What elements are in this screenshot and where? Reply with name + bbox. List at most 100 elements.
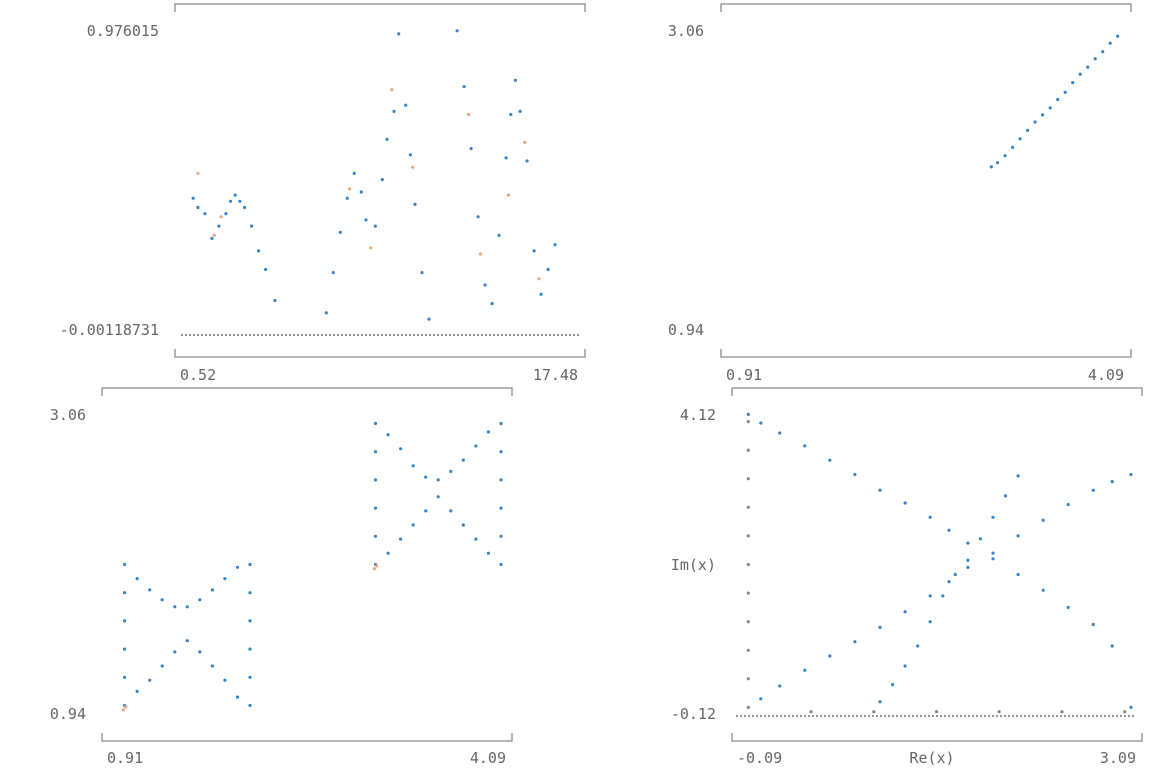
data-point <box>380 178 384 182</box>
data-point <box>345 196 349 200</box>
baseline-dot <box>276 333 280 337</box>
baseline-dot <box>883 714 887 718</box>
data-point <box>135 689 139 694</box>
baseline-dot <box>240 333 244 337</box>
data-point <box>224 212 228 216</box>
baseline-dot <box>532 333 536 337</box>
panel-1-x-tick-left: 0.52 <box>180 366 216 384</box>
baseline-dot <box>755 714 759 718</box>
data-point <box>248 647 252 651</box>
baseline-dot <box>1099 714 1103 718</box>
baseline-dot <box>544 333 548 337</box>
baseline-dot <box>404 333 408 337</box>
data-point <box>424 475 428 479</box>
baseline-dot <box>376 333 380 337</box>
data-point <box>746 505 750 509</box>
data-point <box>878 700 882 704</box>
data-point <box>928 620 932 624</box>
data-point <box>243 205 247 210</box>
baseline-dot <box>863 714 867 718</box>
baseline-dot <box>232 333 236 337</box>
data-point <box>1063 90 1067 94</box>
baseline-dot <box>572 333 576 337</box>
data-point <box>399 447 403 451</box>
data-point <box>210 664 214 668</box>
baseline-dot <box>260 333 264 337</box>
baseline-dot <box>1027 714 1031 718</box>
baseline-dot <box>1127 714 1131 718</box>
data-point <box>364 218 368 222</box>
data-point <box>746 620 750 624</box>
baseline-dot <box>380 333 384 337</box>
data-point <box>413 202 417 206</box>
baseline-dot <box>775 714 779 718</box>
data-point <box>1108 41 1112 45</box>
data-point <box>991 557 995 561</box>
baseline-dot <box>464 333 468 337</box>
data-point <box>891 683 895 687</box>
baseline-dot <box>871 714 875 718</box>
baseline-dot <box>919 714 923 718</box>
baseline-dot <box>348 333 352 337</box>
data-point <box>461 458 465 462</box>
data-point <box>759 421 763 425</box>
data-point <box>903 664 907 668</box>
data-point <box>219 215 223 219</box>
baseline-dot <box>847 714 851 718</box>
baseline-dot <box>875 714 879 718</box>
baseline-dot <box>368 333 372 337</box>
baseline-dot <box>1095 714 1099 718</box>
baseline-dot <box>184 333 188 337</box>
data-point <box>455 29 459 33</box>
data-point <box>238 199 242 203</box>
data-point <box>746 562 750 567</box>
data-point <box>324 311 328 315</box>
baseline-dot <box>1043 714 1047 718</box>
baseline-dot <box>1103 714 1107 718</box>
data-point <box>903 501 907 505</box>
baseline-dot <box>420 333 424 337</box>
baseline-dot <box>456 333 460 337</box>
baseline-dot <box>392 333 396 337</box>
baseline-dot <box>935 714 939 718</box>
data-point <box>248 619 252 623</box>
data-point <box>966 541 970 545</box>
data-point <box>499 506 503 510</box>
baseline-dot <box>304 333 308 337</box>
baseline-dot <box>839 714 843 718</box>
baseline-dot <box>228 333 232 337</box>
baseline-dot <box>995 714 999 718</box>
data-point <box>483 283 487 287</box>
baseline-dot <box>1063 714 1067 718</box>
data-point <box>196 205 200 210</box>
data-point <box>185 639 189 643</box>
baseline-dot <box>408 333 412 337</box>
baseline-dot <box>324 333 328 337</box>
data-point <box>124 705 128 709</box>
baseline-dot <box>831 714 835 718</box>
data-point <box>1086 65 1090 69</box>
data-point <box>1066 605 1070 610</box>
data-point <box>476 215 480 219</box>
data-point <box>235 565 240 569</box>
data-point <box>338 230 342 234</box>
baseline-dot <box>979 714 983 718</box>
baseline-dot <box>843 714 847 718</box>
data-point <box>872 710 876 714</box>
data-point <box>997 710 1001 714</box>
data-point <box>257 249 261 253</box>
data-point <box>411 523 415 527</box>
data-point <box>525 159 529 163</box>
data-point <box>392 109 396 113</box>
data-point <box>331 271 335 275</box>
baseline-dot <box>931 714 935 718</box>
baseline-dot <box>923 714 927 718</box>
data-point <box>1033 120 1037 124</box>
data-point <box>248 675 252 679</box>
data-point <box>411 165 415 169</box>
data-point <box>553 243 557 247</box>
baseline-dot <box>943 714 947 718</box>
data-point <box>196 171 200 175</box>
baseline-dot <box>316 333 320 337</box>
baseline-dot <box>504 333 508 337</box>
